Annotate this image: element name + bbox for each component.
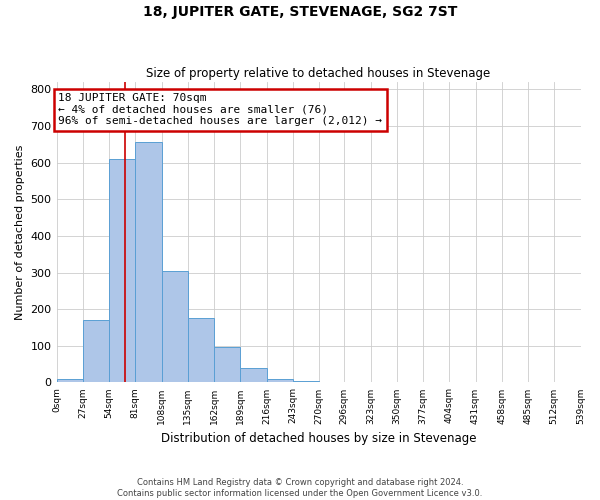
Text: 18 JUPITER GATE: 70sqm
← 4% of detached houses are smaller (76)
96% of semi-deta: 18 JUPITER GATE: 70sqm ← 4% of detached …	[58, 93, 382, 126]
Bar	[214, 346, 240, 382]
Title: Size of property relative to detached houses in Stevenage: Size of property relative to detached ho…	[146, 66, 491, 80]
Bar	[109, 159, 135, 382]
Bar	[56, 379, 83, 382]
Bar	[135, 142, 161, 382]
Text: Contains HM Land Registry data © Crown copyright and database right 2024.
Contai: Contains HM Land Registry data © Crown c…	[118, 478, 482, 498]
Bar	[161, 270, 188, 382]
Bar	[240, 368, 266, 382]
Y-axis label: Number of detached properties: Number of detached properties	[15, 144, 25, 320]
Bar	[266, 379, 293, 382]
X-axis label: Distribution of detached houses by size in Stevenage: Distribution of detached houses by size …	[161, 432, 476, 445]
Bar	[83, 320, 109, 382]
Bar	[188, 318, 214, 382]
Text: 18, JUPITER GATE, STEVENAGE, SG2 7ST: 18, JUPITER GATE, STEVENAGE, SG2 7ST	[143, 5, 457, 19]
